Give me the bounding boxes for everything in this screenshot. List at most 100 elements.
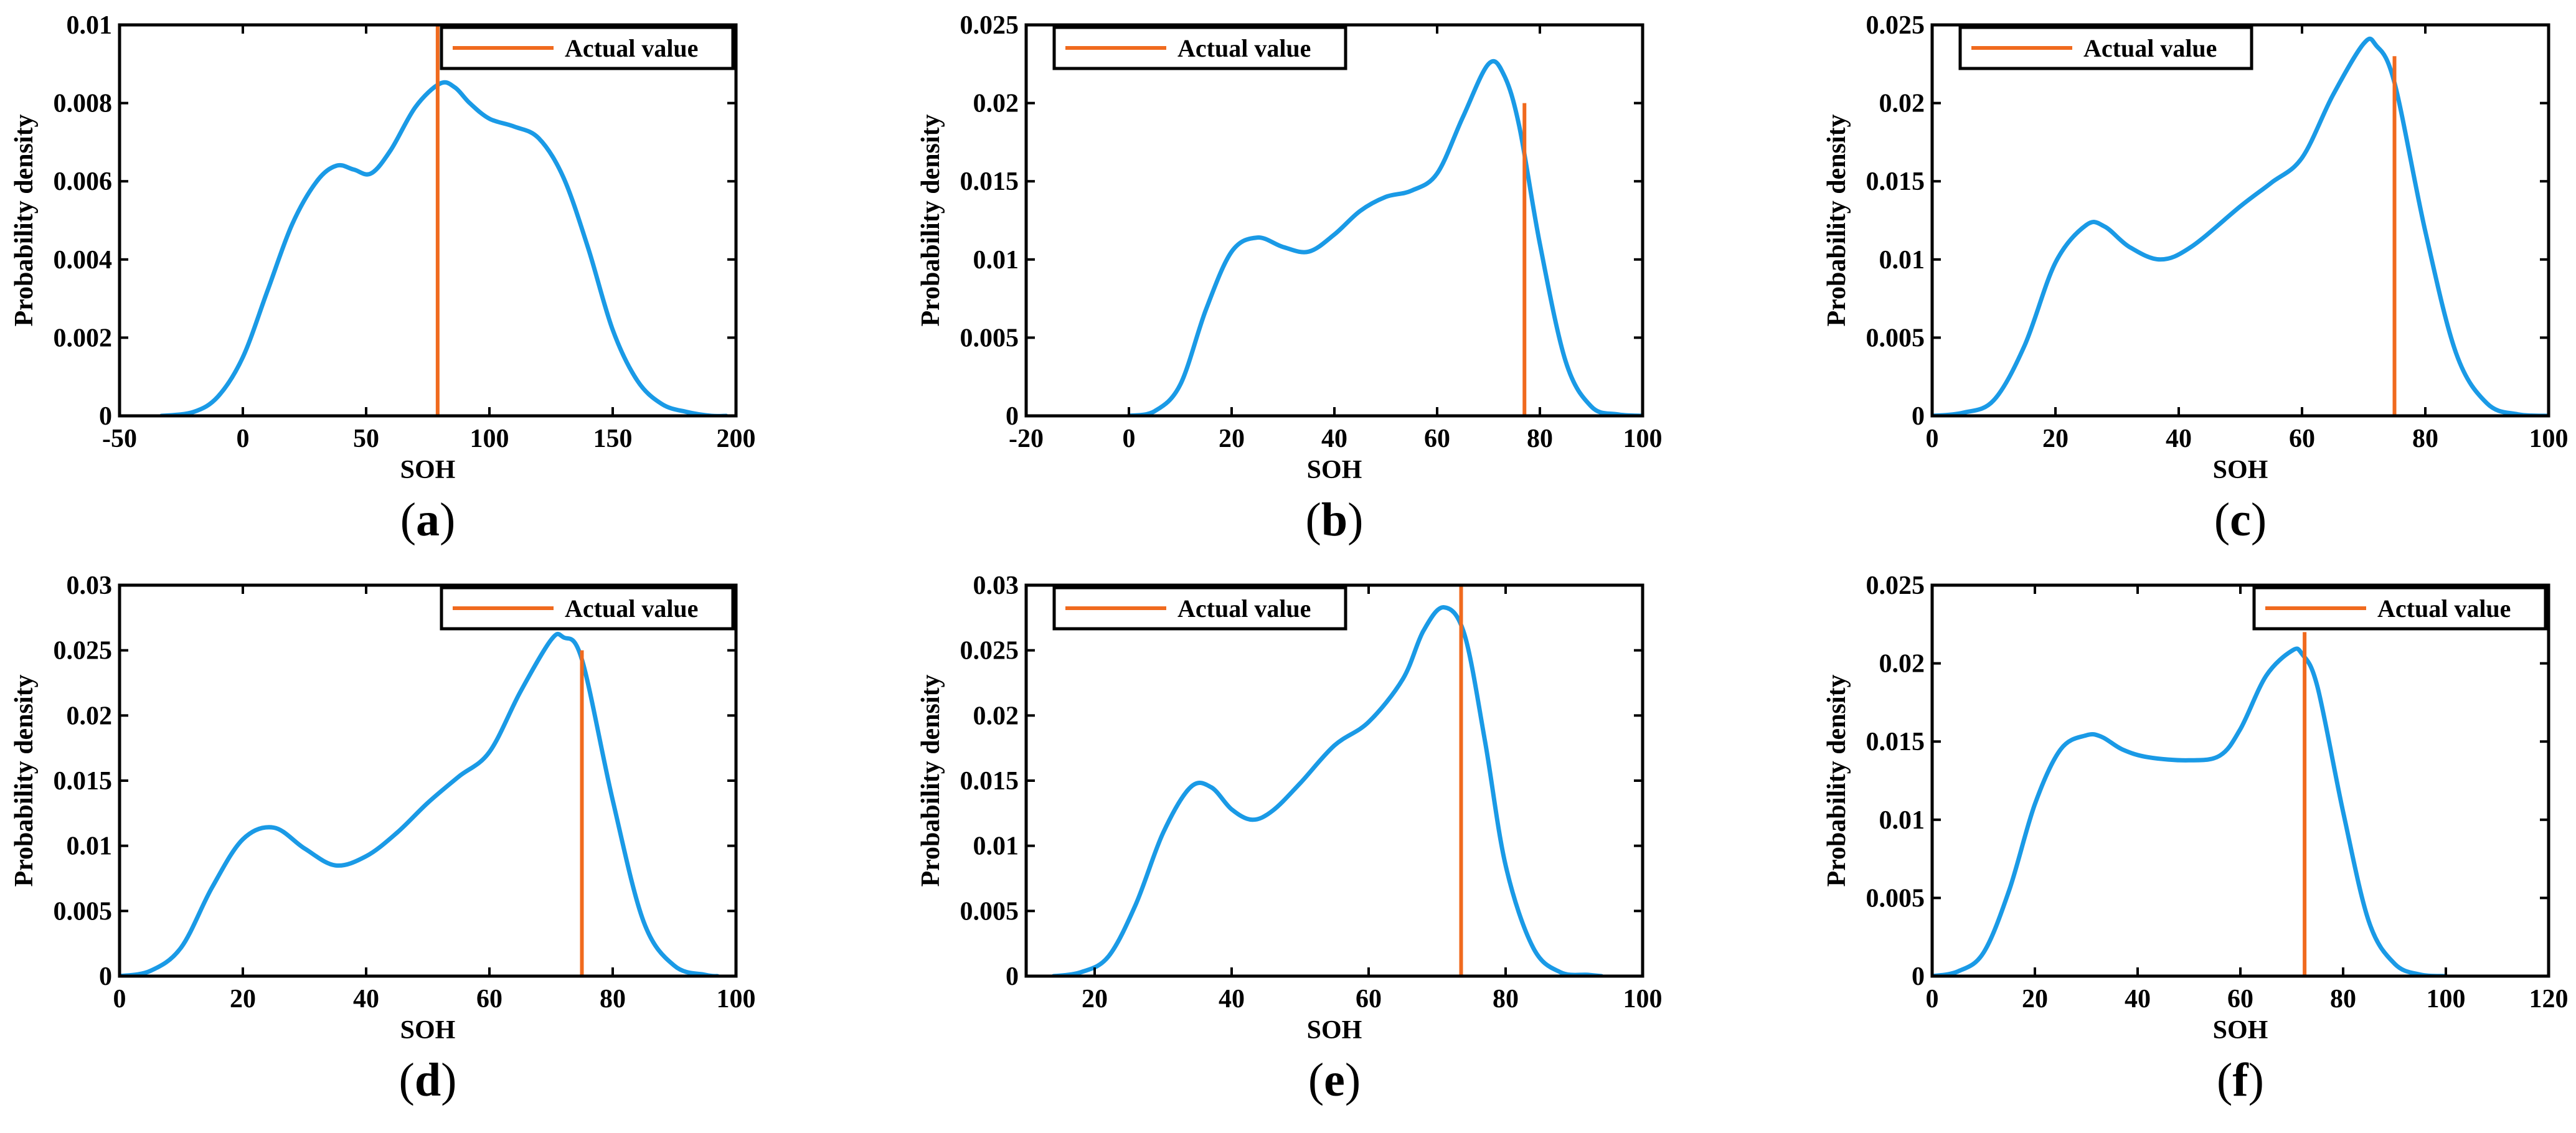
panel-f: 0 20 40 60 80 100 120 0 0.005 0.01 0.015 0.02 0.025 S… (1823, 571, 2569, 1106)
y-tick-label: 0.005 (54, 897, 113, 926)
legend: Actual value (1052, 26, 1347, 70)
x-tick-label: 0 (1123, 425, 1136, 453)
x-tick-label: 60 (2227, 985, 2253, 1013)
x-tick-label: 0 (1926, 425, 1939, 453)
y-tick-label: 0.015 (1866, 167, 1925, 196)
y-tick-label: 0 (1006, 402, 1019, 431)
panel-caption: (a) (400, 494, 456, 546)
legend-label: Actual value (2083, 34, 2217, 62)
caption-close-paren: ) (2248, 1054, 2264, 1106)
caption-open-paren: ( (1306, 494, 1321, 546)
y-tick-label: 0 (1006, 962, 1019, 991)
axes-frame (1024, 23, 1644, 418)
caption-letter: e (1324, 1054, 1345, 1106)
y-tick-label: 0.02 (973, 90, 1019, 118)
panel-a: -50 0 50 100 150 20000.0020.0040.0060.0080.01… (10, 11, 756, 546)
x-tick-label: -50 (102, 425, 137, 453)
y-tick-label: 0.01 (1879, 806, 1925, 835)
x-axis-label: SOH (1307, 1016, 1362, 1045)
x-tick-label: 40 (1321, 425, 1347, 453)
caption-close-paren: ) (441, 1054, 456, 1106)
x-tick-label: 0 (113, 985, 126, 1013)
panel-caption: (b) (1306, 494, 1364, 546)
density-curve (1932, 36, 2549, 416)
legend: Actual value (1052, 586, 1347, 631)
y-axis-label: Probability density (1823, 674, 1851, 886)
y-tick-label: 0.02 (1879, 650, 1925, 679)
y-tick-label: 0.025 (960, 637, 1019, 665)
axes-frame (1930, 23, 2550, 418)
panel-e: 20 40 60 80 100 0 0.005 0.01 0.015 0.02 0.025 0.03 S… (917, 571, 1663, 1106)
y-tick-label: 0.03 (973, 571, 1019, 600)
caption-close-paren: ) (2251, 494, 2267, 546)
x-tick-label: -20 (1009, 425, 1044, 453)
x-tick-label: 80 (1493, 985, 1519, 1013)
y-tick-label: 0.025 (960, 11, 1019, 40)
caption-close-paren: ) (1345, 1054, 1361, 1106)
x-tick-label: 100 (1623, 425, 1663, 453)
y-tick-label: 0.015 (54, 767, 113, 796)
legend: Actual value (2252, 586, 2547, 631)
caption-open-paren: ( (2217, 1054, 2232, 1106)
caption-close-paren: ) (440, 494, 455, 546)
axes-frame (1024, 583, 1644, 978)
y-tick-label: 0.008 (54, 90, 113, 118)
y-axis-label: Probability density (917, 114, 945, 326)
legend: Actual value (1958, 26, 2253, 70)
caption-letter: b (1321, 494, 1347, 546)
density-curve (1932, 646, 2448, 976)
y-axis-label: Probability density (917, 674, 945, 886)
legend: Actual value (440, 26, 735, 70)
x-tick-label: 100 (1623, 985, 1663, 1013)
legend-label: Actual value (565, 595, 698, 623)
x-tick-label: 40 (1219, 985, 1245, 1013)
y-tick-label: 0.02 (973, 702, 1019, 730)
caption-letter: f (2232, 1054, 2249, 1106)
x-tick-label: 100 (2427, 985, 2466, 1013)
axes-frame (118, 23, 738, 418)
x-axis-label: SOH (400, 1016, 456, 1045)
x-tick-label: 20 (1219, 425, 1245, 453)
panel-b: -20 0 20 40 60 80 10000.0050.010.0150.020.025S… (917, 11, 1663, 546)
x-tick-label: 60 (2289, 425, 2315, 453)
density-curve (1051, 605, 1604, 976)
x-tick-label: 60 (1356, 985, 1382, 1013)
y-tick-label: 0.015 (1866, 728, 1925, 756)
y-tick-label: 0.01 (973, 246, 1019, 275)
x-tick-label: 150 (593, 425, 633, 453)
y-tick-label: 0.01 (973, 832, 1019, 861)
y-tick-label: 0.01 (67, 832, 113, 861)
y-tick-label: 0 (1912, 962, 1925, 991)
legend: Actual value (440, 586, 735, 631)
y-tick-label: 0.01 (1879, 246, 1925, 275)
y-tick-label: 0.002 (54, 324, 113, 352)
x-tick-label: 100 (2529, 425, 2569, 453)
x-tick-label: 20 (2022, 985, 2048, 1013)
y-axis-label: Probability density (10, 674, 39, 886)
axes-frame (1930, 583, 2550, 978)
x-axis-label: SOH (2213, 456, 2268, 484)
x-tick-label: 100 (717, 985, 756, 1013)
y-tick-label: 0.03 (67, 571, 113, 600)
x-tick-label: 20 (2042, 425, 2069, 453)
caption-open-paren: ( (1308, 1054, 1324, 1106)
y-tick-label: 0.025 (54, 637, 113, 665)
legend-label: Actual value (1177, 34, 1311, 62)
y-tick-label: 0.005 (1866, 324, 1925, 352)
x-tick-label: 20 (1082, 985, 1108, 1013)
y-tick-label: 0.005 (960, 324, 1019, 352)
density-curve (1126, 59, 1643, 416)
density-curve (159, 80, 729, 416)
panel-d: 0 20 40 60 80 100 0 0.005 0.01 0.015 0.02 0.025 0.03… (10, 571, 756, 1106)
x-axis-label: SOH (2213, 1016, 2268, 1045)
caption-close-paren: ) (1347, 494, 1363, 546)
x-tick-label: 60 (1424, 425, 1450, 453)
x-tick-label: 80 (600, 985, 626, 1013)
x-tick-label: 80 (2330, 985, 2356, 1013)
y-tick-label: 0.025 (1866, 11, 1925, 40)
panel-caption: (f) (2217, 1054, 2264, 1106)
x-tick-label: 0 (1926, 985, 1939, 1013)
caption-letter: c (2230, 494, 2251, 546)
y-tick-label: 0 (99, 962, 112, 991)
